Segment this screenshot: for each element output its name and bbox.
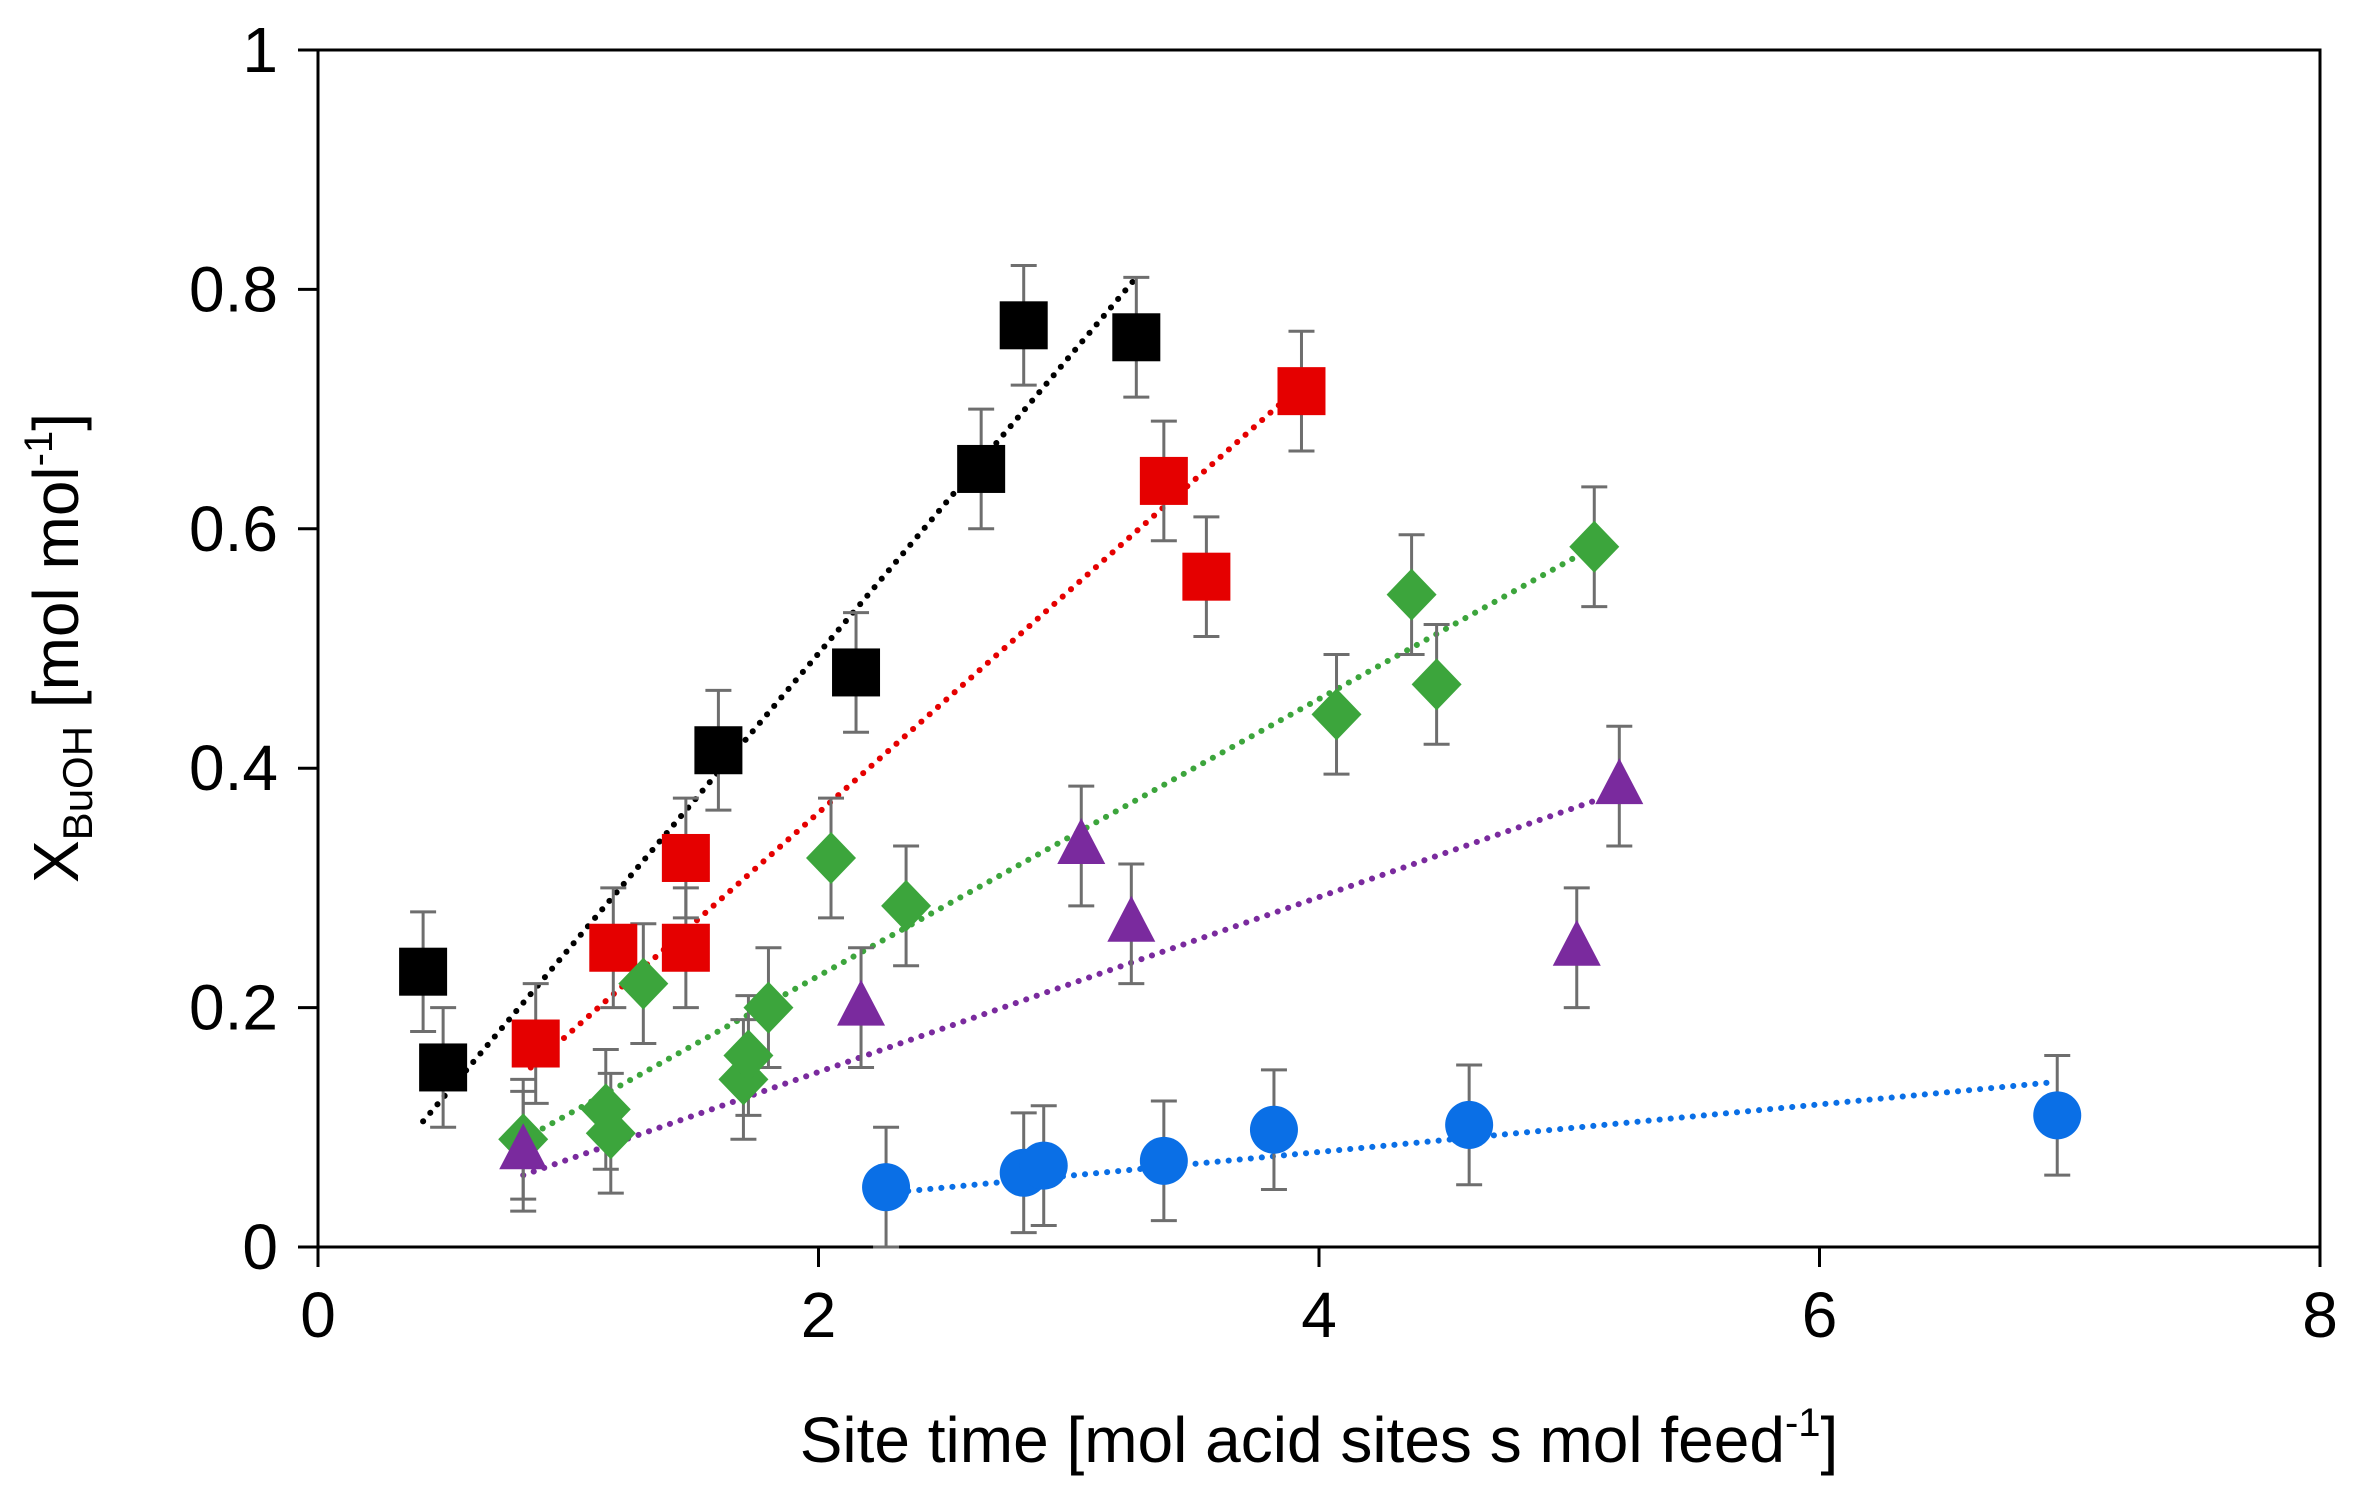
blue-circles-point bbox=[2033, 1091, 2082, 1140]
x-tick-label: 6 bbox=[1802, 1279, 1838, 1351]
y-axis-title-closing: ] bbox=[20, 413, 92, 431]
purple-triangles-point bbox=[1595, 758, 1644, 805]
purple-triangles-point bbox=[837, 979, 886, 1026]
y-tick-label: 0.8 bbox=[189, 253, 278, 325]
red-squares-point bbox=[589, 923, 638, 972]
green-diamonds-point bbox=[618, 957, 669, 1010]
purple-triangles-trendline bbox=[520, 789, 1623, 1179]
purple-triangles-point bbox=[1552, 919, 1601, 966]
green-diamonds-point bbox=[1569, 520, 1620, 573]
y-axis-title-subscript: BuOH bbox=[54, 726, 101, 840]
black-squares-trendline bbox=[420, 274, 1140, 1125]
red-squares-point bbox=[661, 833, 710, 882]
x-axis-title-main: Site time [mol acid sites s mol feed bbox=[800, 1404, 1785, 1476]
green-diamonds-point bbox=[1411, 658, 1462, 711]
red-squares-point bbox=[661, 923, 710, 972]
y-tick-label: 0 bbox=[242, 1211, 278, 1283]
blue-circles-point bbox=[1019, 1141, 1068, 1190]
y-tick-label: 0.2 bbox=[189, 972, 278, 1044]
x-tick-label: 8 bbox=[2302, 1279, 2338, 1351]
black-squares-point bbox=[419, 1043, 468, 1092]
green-diamonds-point bbox=[806, 831, 857, 884]
blue-circles-point bbox=[1249, 1105, 1298, 1154]
green-diamonds-trendline bbox=[520, 543, 1598, 1143]
purple-triangles-point bbox=[1107, 895, 1156, 942]
black-squares-point bbox=[832, 648, 881, 697]
blue-circles-point bbox=[862, 1163, 911, 1212]
green-diamonds-point bbox=[881, 879, 932, 932]
purple-triangles-point bbox=[499, 1123, 548, 1170]
red-squares-point bbox=[1182, 552, 1231, 601]
green-diamonds-point bbox=[1311, 688, 1362, 741]
green-diamonds-point bbox=[743, 981, 794, 1034]
trendline-layer bbox=[420, 274, 2061, 1197]
y-axis-title-superscript: -1 bbox=[17, 431, 61, 467]
black-squares-point bbox=[999, 301, 1048, 350]
green-diamonds-point bbox=[723, 1029, 774, 1082]
black-squares-point bbox=[1112, 313, 1161, 362]
red-squares-point bbox=[511, 1019, 560, 1068]
y-axis-title-main: X bbox=[20, 840, 92, 883]
y-tick-label: 0.6 bbox=[189, 493, 278, 565]
tick-layer: 0 2 4 6 8 0 0.2 0.4 0.6 0.8 1 bbox=[189, 14, 2338, 1351]
red-squares-point bbox=[1277, 367, 1326, 416]
purple-triangles-point bbox=[1057, 818, 1106, 865]
x-tick-label: 4 bbox=[1301, 1279, 1337, 1351]
black-squares-point bbox=[694, 726, 743, 775]
x-axis-title: Site time [mol acid sites s mol feed-1] bbox=[800, 1401, 1839, 1476]
x-tick-label: 2 bbox=[801, 1279, 837, 1351]
black-squares-point bbox=[957, 444, 1006, 493]
red-squares-point bbox=[1139, 456, 1188, 505]
x-axis-title-superscript: -1 bbox=[1785, 1401, 1821, 1445]
y-axis-title: XBuOH [mol mol-1] bbox=[17, 413, 101, 883]
y-tick-label: 1 bbox=[242, 14, 278, 86]
marker-layer bbox=[399, 301, 2082, 1212]
blue-circles-point bbox=[1445, 1100, 1494, 1149]
blue-circles-point bbox=[1139, 1136, 1188, 1185]
y-tick-label: 0.4 bbox=[189, 732, 278, 804]
x-tick-label: 0 bbox=[300, 1279, 336, 1351]
plot-frame bbox=[316, 48, 2322, 1249]
green-diamonds-point bbox=[1386, 568, 1437, 621]
green-diamonds-point bbox=[585, 1107, 636, 1160]
x-axis-title-closing: ] bbox=[1821, 1404, 1839, 1476]
error-bar-layer bbox=[410, 263, 2071, 1249]
y-axis-title-units: [mol mol bbox=[20, 466, 92, 726]
black-squares-point bbox=[399, 947, 448, 996]
